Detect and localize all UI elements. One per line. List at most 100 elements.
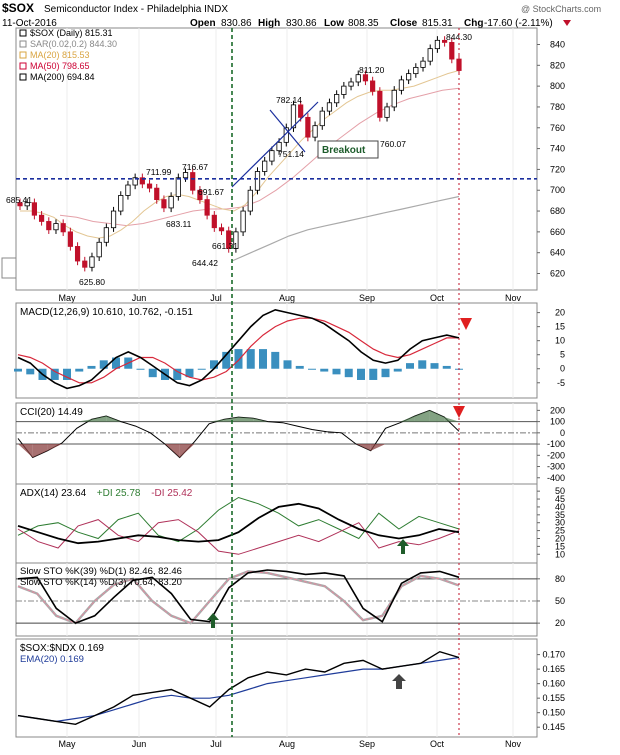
macd-histogram-bar (50, 368, 59, 380)
candle (38, 214, 45, 222)
candle (233, 231, 239, 249)
open-value: 830.86 (221, 18, 252, 29)
x-axis-month-label: Sep (359, 739, 375, 749)
macd-histogram-bar (197, 368, 206, 370)
y-tick-label: 800 (550, 81, 565, 91)
y-tick-label: -5 (557, 378, 565, 388)
candle (211, 214, 217, 229)
price-annotation: 760.07 (380, 139, 406, 149)
ma200-line (231, 195, 460, 262)
y-tick-label: 30 (555, 518, 565, 528)
y-tick-label: 640 (550, 248, 565, 258)
macd-histogram-bar (63, 368, 71, 380)
price-annotation: 661.31 (212, 241, 238, 251)
macd-histogram-bar (234, 349, 243, 369)
candle (154, 187, 160, 200)
cci-overbought-fill (223, 417, 239, 422)
x-axis-month-label: Nov (505, 739, 522, 749)
candle (60, 223, 66, 233)
cci-overbought-fill (414, 410, 430, 422)
low-value: 808.35 (348, 18, 379, 29)
y-tick-label: 40 (555, 502, 565, 512)
macd-histogram-bar (148, 368, 157, 378)
macd-histogram-bar (87, 365, 96, 369)
cci-overbought-fill (444, 417, 459, 422)
legend-entry: MA(20) 815.53 (30, 50, 90, 60)
candle (362, 74, 369, 82)
cci-oversold-fill (18, 444, 33, 458)
stoch14-d-line (17, 570, 460, 624)
candle (312, 125, 318, 138)
panel-border (15, 302, 538, 399)
candle (226, 230, 232, 249)
candle (449, 42, 455, 60)
y-tick-label: 10 (555, 336, 565, 346)
price-annotation: 811.20 (359, 65, 385, 75)
y-tick-label: 50 (555, 596, 565, 606)
legend-swatch (19, 73, 27, 81)
y-tick-label: 20 (555, 533, 565, 543)
y-tick-label: 820 (550, 60, 565, 70)
legend-swatch (19, 29, 27, 37)
candle (139, 177, 145, 185)
macd-histogram-bar (112, 357, 120, 369)
candle (319, 110, 325, 127)
candle (305, 116, 311, 138)
stoch-legend-entry: Slow STO %K(39) %D(1) 82.46, 82.46 (20, 566, 182, 577)
macd-histogram-bar (14, 368, 22, 372)
candle (218, 227, 225, 232)
macd-histogram-bar (210, 360, 218, 369)
macd-histogram-bar (369, 368, 378, 380)
candle (384, 106, 390, 118)
macd-histogram-bar (246, 349, 255, 369)
stoch-legend-entry: Slow STO %K(14) %D(3) 70.64, 83.20 (20, 577, 182, 588)
cci-oversold-fill (356, 444, 371, 451)
candle (377, 90, 383, 118)
legend-entry: MA(200) 694.84 (30, 72, 95, 82)
legend-swatch (19, 62, 27, 70)
low-label: Low (324, 18, 344, 29)
ratio-line (17, 650, 460, 726)
y-tick-label: 740 (550, 144, 565, 154)
minus-di-line (17, 519, 460, 555)
candle (53, 223, 59, 231)
y-tick-label: 620 (550, 269, 565, 279)
candle (420, 60, 426, 68)
y-tick-label: 100 (550, 417, 565, 427)
candle (262, 160, 268, 172)
y-tick-label: 20 (555, 618, 565, 628)
cci-legend: CCI(20) 14.49 (20, 407, 83, 418)
panel-1: -5 0 5 10 15 20 MACD(12,26,9) 10.610, 10.762, … (14, 302, 565, 399)
y-tick-label: 0.160 (542, 679, 565, 689)
panel-0: 620 640 660 680 700 720 740 760 780 800 820 840 $SOX… (1, 27, 565, 291)
y-tick-label: 80 (555, 574, 565, 584)
cci-oversold-fill (32, 444, 48, 458)
candle (190, 172, 196, 191)
x-axis-month-label: Jun (132, 739, 147, 749)
adx-legend-entry: ADX(14) 23.64 (20, 488, 87, 499)
y-tick-label: -300 (547, 462, 565, 472)
macd-signal-line (17, 317, 459, 384)
breakout-callout-box (317, 140, 379, 159)
index-name: Semiconductor Index - Philadelphia INDX (44, 4, 228, 15)
candle (110, 210, 117, 229)
candle (276, 141, 282, 152)
channel-line (269, 109, 306, 153)
legend-entry: SAR(0.02,0.2) 844.30 (30, 39, 117, 49)
x-axis-month-label: May (58, 739, 76, 749)
candle (74, 246, 81, 262)
macd-histogram-bar (136, 368, 145, 370)
x-axis-month-label: Aug (279, 739, 295, 749)
candle (31, 202, 37, 216)
y-tick-label: -400 (547, 473, 565, 483)
macd-histogram-bar (357, 368, 365, 380)
macd-histogram-bar (442, 365, 451, 369)
y-tick-label: 25 (555, 526, 565, 536)
candle (103, 227, 109, 243)
adx-up-arrow-icon (397, 539, 409, 554)
y-tick-label: 0 (560, 364, 565, 374)
price-annotation: 711.99 (146, 167, 172, 177)
macd-histogram-bar (332, 368, 341, 375)
